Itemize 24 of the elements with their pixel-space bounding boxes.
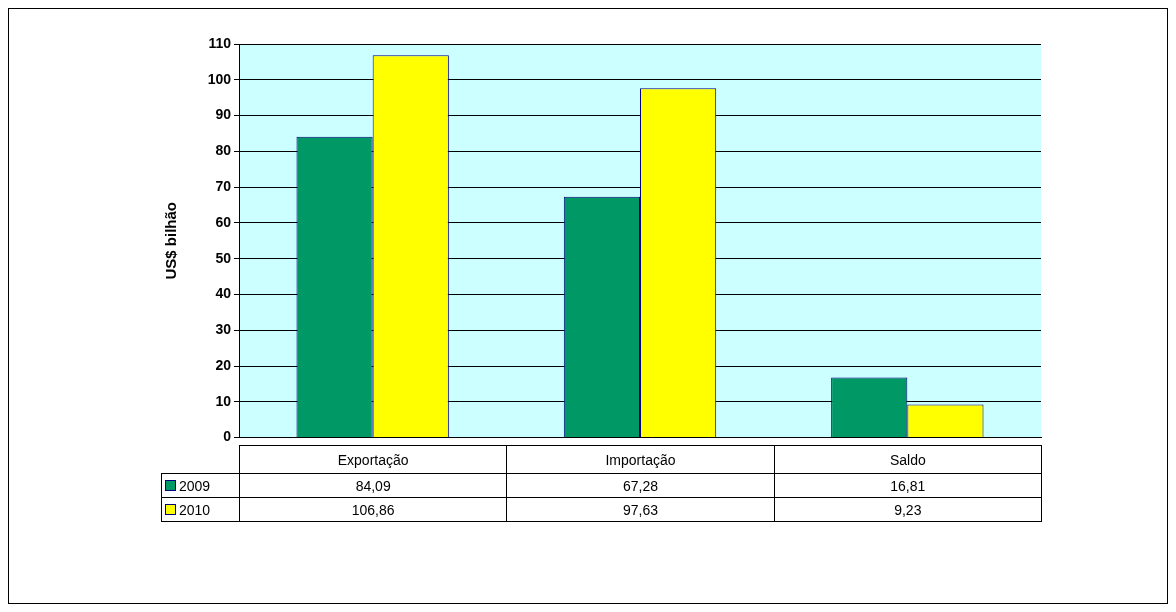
x-tick-label: Saldo bbox=[774, 445, 1042, 474]
y-tick-label: 0 bbox=[223, 428, 232, 445]
y-tick-label: 40 bbox=[215, 285, 232, 302]
y-tick-label: 50 bbox=[215, 249, 232, 266]
y-tick-label: 20 bbox=[215, 356, 232, 373]
data-label: 16,81 bbox=[774, 473, 1042, 498]
legend-label: 2010 bbox=[179, 501, 211, 518]
y-tick-label: 110 bbox=[208, 34, 232, 51]
y-axis-title: US$ bilhão bbox=[162, 202, 180, 280]
y-tick-label: 90 bbox=[215, 106, 232, 123]
x-tick-label: Exportação bbox=[239, 445, 507, 474]
x-tick-label: Importação bbox=[506, 445, 775, 474]
y-tick-label: 30 bbox=[215, 321, 232, 338]
y-tick-label: 100 bbox=[207, 70, 232, 87]
legend-label: 2009 bbox=[179, 477, 211, 494]
y-tick-label: 70 bbox=[215, 177, 232, 194]
y-tick-label: 10 bbox=[215, 392, 232, 409]
data-label: 84,09 bbox=[239, 473, 507, 498]
data-label: 97,63 bbox=[506, 497, 775, 522]
y-tick-label: 60 bbox=[215, 213, 232, 230]
data-label: 67,28 bbox=[506, 473, 775, 498]
y-tick-label: 80 bbox=[215, 142, 232, 159]
data-label: 106,86 bbox=[239, 497, 507, 522]
data-label: 9,23 bbox=[774, 497, 1042, 522]
